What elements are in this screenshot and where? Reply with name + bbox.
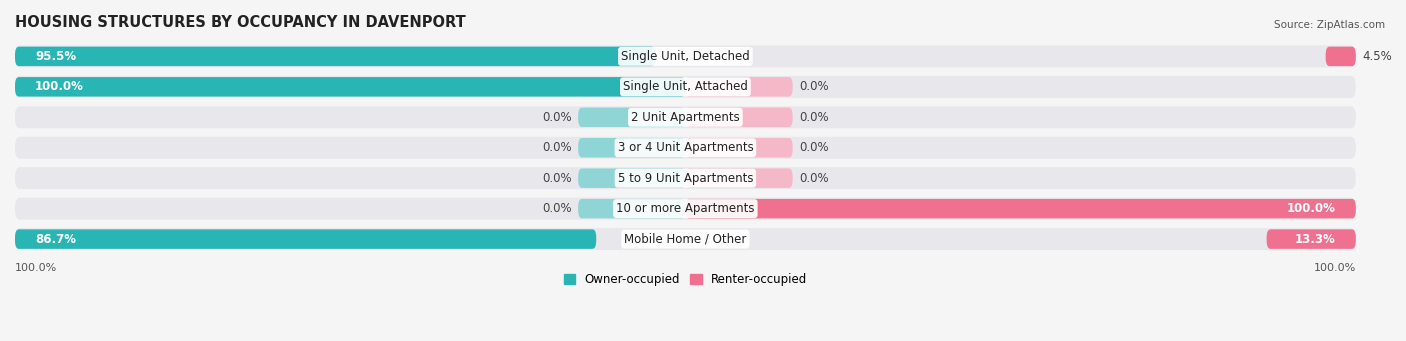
FancyBboxPatch shape (685, 138, 793, 158)
FancyBboxPatch shape (15, 228, 1355, 250)
Text: 5 to 9 Unit Apartments: 5 to 9 Unit Apartments (617, 172, 754, 185)
FancyBboxPatch shape (15, 198, 1355, 220)
Text: 0.0%: 0.0% (800, 80, 830, 93)
Text: 0.0%: 0.0% (541, 111, 571, 124)
Text: 95.5%: 95.5% (35, 50, 76, 63)
Text: Mobile Home / Other: Mobile Home / Other (624, 233, 747, 246)
Text: 13.3%: 13.3% (1295, 233, 1336, 246)
FancyBboxPatch shape (685, 107, 793, 127)
FancyBboxPatch shape (15, 45, 1355, 67)
FancyBboxPatch shape (578, 168, 685, 188)
Text: HOUSING STRUCTURES BY OCCUPANCY IN DAVENPORT: HOUSING STRUCTURES BY OCCUPANCY IN DAVEN… (15, 15, 465, 30)
Text: 10 or more Apartments: 10 or more Apartments (616, 202, 755, 215)
FancyBboxPatch shape (15, 106, 1355, 128)
Text: Single Unit, Attached: Single Unit, Attached (623, 80, 748, 93)
Text: 0.0%: 0.0% (800, 111, 830, 124)
Text: 4.5%: 4.5% (1362, 50, 1392, 63)
FancyBboxPatch shape (1326, 47, 1355, 66)
Text: Source: ZipAtlas.com: Source: ZipAtlas.com (1274, 20, 1385, 30)
Text: 86.7%: 86.7% (35, 233, 76, 246)
FancyBboxPatch shape (15, 167, 1355, 189)
Text: 100.0%: 100.0% (1313, 263, 1355, 273)
Text: 100.0%: 100.0% (35, 80, 84, 93)
Text: 0.0%: 0.0% (541, 141, 571, 154)
Text: 0.0%: 0.0% (800, 141, 830, 154)
Text: 3 or 4 Unit Apartments: 3 or 4 Unit Apartments (617, 141, 754, 154)
FancyBboxPatch shape (15, 137, 1355, 159)
FancyBboxPatch shape (685, 199, 1355, 218)
Text: 0.0%: 0.0% (800, 172, 830, 185)
FancyBboxPatch shape (15, 76, 1355, 98)
Text: 100.0%: 100.0% (1286, 202, 1336, 215)
FancyBboxPatch shape (685, 77, 793, 97)
FancyBboxPatch shape (685, 168, 793, 188)
FancyBboxPatch shape (15, 77, 685, 97)
FancyBboxPatch shape (578, 138, 685, 158)
FancyBboxPatch shape (578, 199, 685, 218)
Text: 2 Unit Apartments: 2 Unit Apartments (631, 111, 740, 124)
Text: 0.0%: 0.0% (541, 202, 571, 215)
FancyBboxPatch shape (578, 107, 685, 127)
FancyBboxPatch shape (15, 47, 655, 66)
Text: 100.0%: 100.0% (15, 263, 58, 273)
Legend: Owner-occupied, Renter-occupied: Owner-occupied, Renter-occupied (558, 268, 813, 291)
FancyBboxPatch shape (1267, 229, 1355, 249)
Text: Single Unit, Detached: Single Unit, Detached (621, 50, 749, 63)
FancyBboxPatch shape (15, 229, 596, 249)
Text: 0.0%: 0.0% (541, 172, 571, 185)
